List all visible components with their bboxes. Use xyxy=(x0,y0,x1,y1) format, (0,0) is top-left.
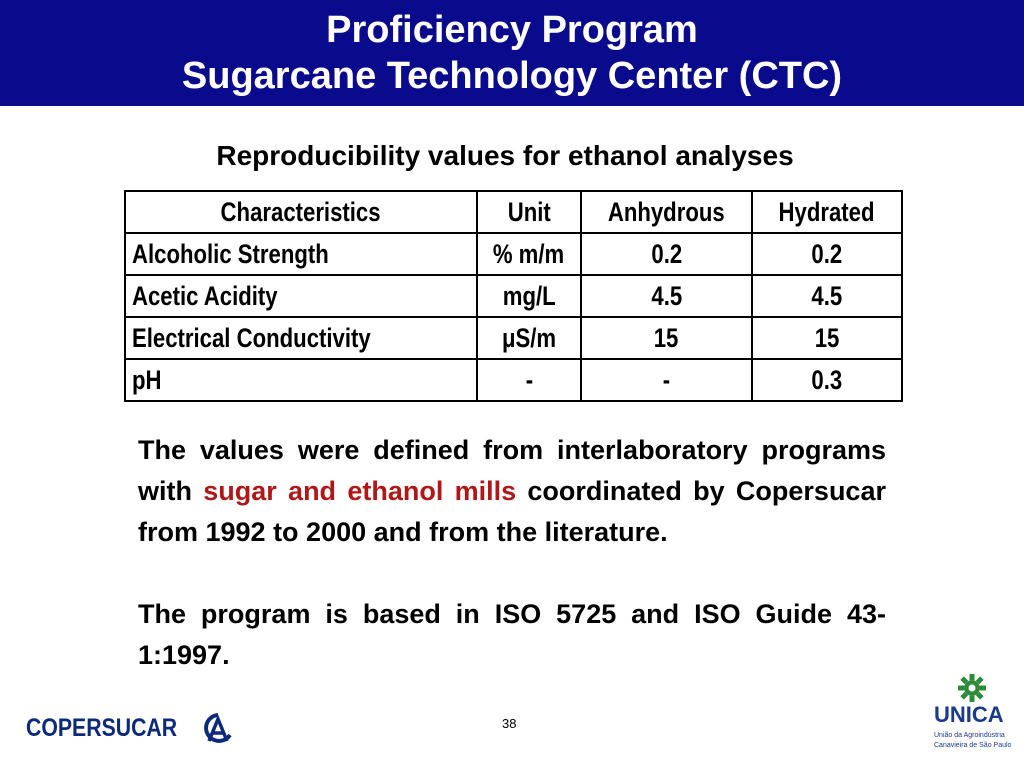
table-caption: Reproducibility values for ethanol analy… xyxy=(216,140,794,171)
table-row: Acetic Acidity mg/L 4.5 4.5 xyxy=(124,274,903,318)
table-cell: - xyxy=(580,358,753,402)
table-cell: - xyxy=(476,358,582,402)
table-cell: % m/m xyxy=(476,232,582,276)
page-number: 38 xyxy=(502,716,517,731)
table-cell: 0.3 xyxy=(751,358,903,402)
paragraph-text: The program is based in ISO 5725 and ISO… xyxy=(138,599,886,670)
table-cell: 4.5 xyxy=(751,274,903,318)
table-cell: 15 xyxy=(580,316,753,360)
table-cell: Acetic Acidity xyxy=(124,274,478,318)
unica-subtitle-2: Canavieira de São Paulo xyxy=(934,742,1012,749)
body-paragraph-2: The program is based in ISO 5725 and ISO… xyxy=(138,594,886,676)
table-cell: 4.5 xyxy=(580,274,753,318)
unica-logo: UNICA União da Agroindústria Canavieira … xyxy=(928,672,1016,762)
table-cell: 0.2 xyxy=(751,232,903,276)
table-row: pH - - 0.3 xyxy=(124,358,903,402)
table-cell: pH xyxy=(124,358,478,402)
table-cell: μS/m xyxy=(476,316,582,360)
copersucar-emblem-icon xyxy=(203,713,232,743)
table-cell: 0.2 xyxy=(580,232,753,276)
column-header: Hydrated xyxy=(751,190,903,234)
column-header: Anhydrous xyxy=(580,190,753,234)
unica-wordmark: UNICA xyxy=(934,702,1004,727)
slide-title-line2: Sugarcane Technology Center (CTC) xyxy=(181,55,843,97)
highlighted-text: sugar and ethanol mills xyxy=(203,476,517,506)
copersucar-logo: COPERSUCAR xyxy=(26,708,236,748)
table-cell: mg/L xyxy=(476,274,582,318)
table-cell: 15 xyxy=(751,316,903,360)
column-header: Characteristics xyxy=(124,190,478,234)
copersucar-wordmark: COPERSUCAR xyxy=(26,713,178,742)
paragraph-text: The values were defined from interlabora… xyxy=(138,435,886,506)
table-cell: Electrical Conductivity xyxy=(124,316,478,360)
unica-subtitle-1: União da Agroindústria xyxy=(934,732,1005,739)
sun-gear-icon xyxy=(958,674,986,702)
table-row: Electrical Conductivity μS/m 15 15 xyxy=(124,316,903,360)
slide-header: Proficiency Program Sugarcane Technology… xyxy=(0,0,1024,106)
body-paragraph-1: The values were defined from interlabora… xyxy=(138,430,886,553)
slide-title-line1: Proficiency Program xyxy=(326,9,698,51)
table-row: Alcoholic Strength % m/m 0.2 0.2 xyxy=(124,232,903,276)
paragraph-text: coordinated by Copersucar from 1992 to 2… xyxy=(138,476,886,547)
table-header-row: Characteristics Unit Anhydrous Hydrated xyxy=(124,190,903,234)
table-cell: Alcoholic Strength xyxy=(124,232,478,276)
column-header: Unit xyxy=(476,190,582,234)
reproducibility-table: Characteristics Unit Anhydrous Hydrated … xyxy=(124,190,903,402)
